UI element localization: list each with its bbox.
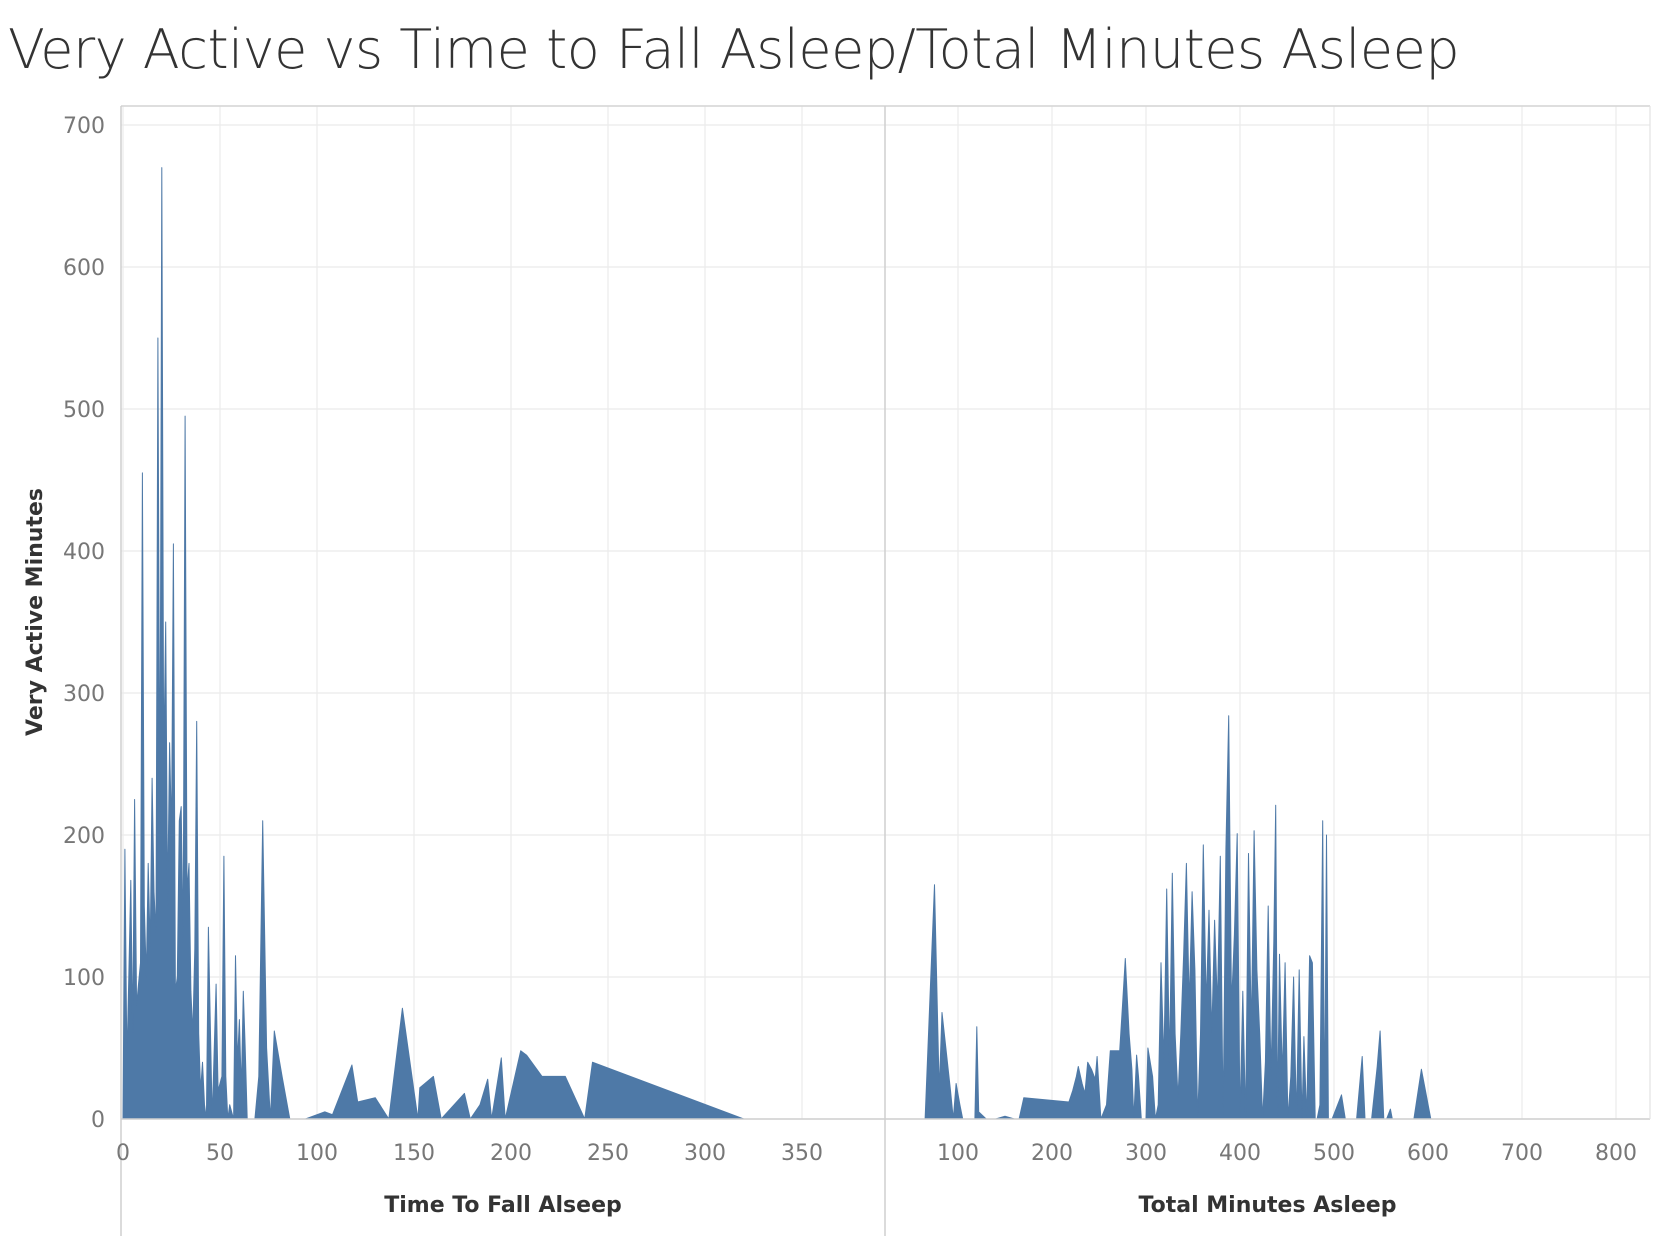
x-tick-label: 150 (393, 1141, 435, 1166)
x-tick-label: 800 (1595, 1141, 1637, 1166)
y-axis-title: Very Active Minutes (23, 488, 48, 736)
x-tick-label: 700 (1501, 1141, 1543, 1166)
panel-1-area (122, 167, 745, 1120)
area-layer (122, 167, 1626, 1120)
y-tick-label: 500 (63, 398, 105, 423)
x-tick-label: 0 (116, 1141, 130, 1166)
x-tick-label: 400 (1219, 1141, 1261, 1166)
y-tick-label: 300 (63, 682, 105, 707)
panel-2-area (924, 715, 1626, 1120)
x-tick-label: 200 (1031, 1141, 1073, 1166)
y-tick-label: 400 (63, 540, 105, 565)
x-tick-label: 300 (1125, 1141, 1167, 1166)
x-tick-label: 500 (1313, 1141, 1355, 1166)
x-tick-label: 600 (1407, 1141, 1449, 1166)
y-tick-label: 0 (91, 1108, 105, 1133)
x-tick-label: 100 (296, 1141, 338, 1166)
x-tick-label: 100 (937, 1141, 979, 1166)
x-axis-title: Total Minutes Asleep (1139, 1193, 1397, 1218)
y-tick-label: 200 (63, 824, 105, 849)
x-tick-label: 200 (490, 1141, 532, 1166)
grid-layer (121, 106, 1650, 1120)
y-tick-label: 700 (63, 114, 105, 139)
x-tick-label: 250 (587, 1141, 629, 1166)
x-axis-title: Time To Fall Alseep (384, 1193, 622, 1218)
label-layer: 0 100 200 300 400 500 600 700 0 50 100 150 200 250 300… (63, 114, 1637, 1218)
x-tick-label: 300 (684, 1141, 726, 1166)
y-tick-label: 600 (63, 256, 105, 281)
chart-title: Very Active vs Time to Fall Asleep/Total… (8, 18, 1460, 81)
x-tick-label: 50 (206, 1141, 234, 1166)
frame-layer (120, 105, 1651, 1236)
x-tick-label: 350 (781, 1141, 823, 1166)
y-tick-label: 100 (63, 966, 105, 991)
